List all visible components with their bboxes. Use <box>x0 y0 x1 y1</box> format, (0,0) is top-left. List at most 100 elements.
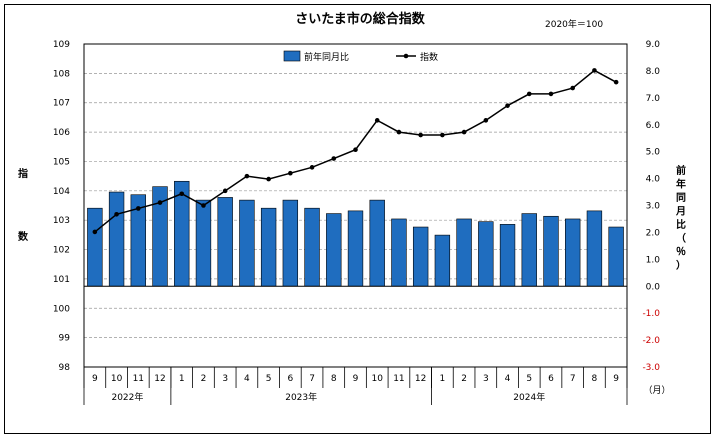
line-point <box>440 132 445 138</box>
bar <box>543 215 559 287</box>
line-point <box>353 147 358 153</box>
bar <box>87 207 103 287</box>
legend-line-marker <box>403 53 409 59</box>
bar <box>608 226 624 287</box>
bar <box>260 207 277 287</box>
y-left-title-char: 数 <box>18 230 29 243</box>
bar <box>391 218 407 287</box>
line-point <box>266 176 271 182</box>
y-left-tick-label: 106 <box>53 128 70 138</box>
line-point <box>418 132 423 138</box>
x-tick-label: 12 <box>154 374 165 384</box>
line-point <box>179 191 185 197</box>
y-right-tick-label: 1.0 <box>646 255 661 265</box>
x-year-label: 2022年 <box>111 391 143 403</box>
y-right-title-char: 比 <box>676 218 686 231</box>
y-right-tick-label: 2.0 <box>646 228 661 238</box>
x-tick-label: 6 <box>548 374 554 384</box>
y-right-tick-label: -2.0 <box>642 336 660 346</box>
bar <box>326 213 342 287</box>
y-right-title-char: 年 <box>676 178 686 191</box>
x-tick-label: 11 <box>133 374 144 384</box>
line-point <box>396 129 402 135</box>
legend: 前年同月比 指数 <box>283 50 438 63</box>
bar <box>434 234 451 287</box>
line-point <box>483 118 489 123</box>
line-point <box>592 68 597 73</box>
x-tick-label: 12 <box>415 374 426 384</box>
x-tick-label: 9 <box>613 374 619 384</box>
legend-bar-swatch <box>283 50 301 62</box>
bar <box>217 197 233 287</box>
line-point <box>374 118 380 123</box>
bar <box>478 221 494 287</box>
chart-frame <box>4 4 711 434</box>
x-tick-label: 2 <box>461 374 467 384</box>
x-tick-label: 7 <box>570 374 576 384</box>
x-tick-label: 11 <box>393 374 404 384</box>
x-tick-label: 8 <box>592 374 598 384</box>
y-left-tick-label: 105 <box>53 157 70 167</box>
y-left-tick-label: 107 <box>53 99 70 109</box>
y-right-tick-label: 9.0 <box>646 40 661 50</box>
y-left-tick-label: 102 <box>53 246 70 256</box>
y-right-tick-label: 5.0 <box>646 148 661 158</box>
line-point <box>505 103 510 108</box>
x-tick-label: 5 <box>266 374 272 384</box>
y-left-tick-label: 101 <box>53 275 70 285</box>
line-point <box>288 170 293 176</box>
line-point <box>92 229 98 235</box>
y-right-tick-label: -1.0 <box>642 309 660 319</box>
line-point <box>114 212 119 217</box>
x-tick-label: 7 <box>309 374 315 384</box>
x-year-label: 2024年 <box>513 391 545 403</box>
x-tick-label: 1 <box>179 374 185 384</box>
line-point <box>222 188 228 194</box>
bar <box>369 199 385 287</box>
bar <box>412 226 429 287</box>
x-tick-label: 10 <box>371 374 383 384</box>
y-right-tick-label: 4.0 <box>646 175 661 185</box>
y-right-title-char: 月 <box>675 206 686 218</box>
bar <box>239 199 255 287</box>
bar <box>282 199 299 287</box>
line-point <box>201 203 206 208</box>
base-note: 2020年＝100 <box>545 18 603 30</box>
x-tick-label: 4 <box>505 374 511 384</box>
y-left-tick-label: 98 <box>59 363 71 373</box>
y-right-title-char: 前 <box>676 164 686 177</box>
y-left-tick-label: 104 <box>53 187 70 197</box>
line-point <box>309 165 315 170</box>
x-tick-label: 9 <box>353 374 359 384</box>
bar <box>565 218 581 287</box>
line-point <box>548 91 554 97</box>
y-right-title-char: ％ <box>676 246 686 258</box>
bar <box>521 213 537 287</box>
y-left-tick-label: 109 <box>53 40 70 50</box>
y-axis-titles: 指数 前年同月比（％） <box>18 164 686 272</box>
y-right-title-char: 同 <box>676 192 686 204</box>
y-left-tick-label: 100 <box>53 304 70 314</box>
y-right-tick-label: 7.0 <box>646 94 661 104</box>
y-right-tick-label: 3.0 <box>646 202 661 212</box>
bar <box>108 191 125 287</box>
line-point <box>331 156 337 161</box>
x-tick-label: 9 <box>92 374 98 384</box>
line-point <box>613 79 619 85</box>
y-right-tick-label: -3.0 <box>642 363 660 373</box>
y-right-tick-label: 6.0 <box>646 121 661 131</box>
line-point <box>157 200 163 205</box>
y-right-title-char: （ <box>676 232 686 245</box>
x-tick-label: 3 <box>222 374 228 384</box>
y-left-tick-label: 103 <box>53 216 70 226</box>
bar <box>304 207 320 287</box>
bar <box>456 218 472 287</box>
x-tick-label: 2 <box>201 374 207 384</box>
x-unit-label: （月） <box>643 385 670 396</box>
plot-area <box>83 43 628 368</box>
x-tick-label: 10 <box>111 374 123 384</box>
y-left-tick-label: 99 <box>59 334 71 344</box>
y-left-tick-label: 108 <box>53 69 70 79</box>
line-point <box>570 85 575 91</box>
